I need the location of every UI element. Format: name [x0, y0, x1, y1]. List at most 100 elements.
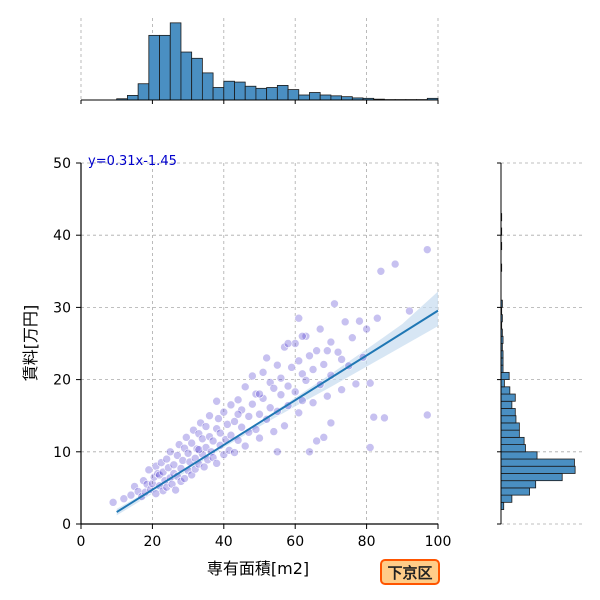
y-tick-label: 50: [53, 156, 71, 172]
top-histogram-bar: [159, 34, 171, 101]
scatter-point: [208, 436, 218, 446]
scatter-point: [201, 422, 211, 431]
top-histogram-bar: [341, 96, 353, 101]
scatter-point: [194, 429, 204, 439]
scatter-point: [158, 486, 168, 496]
scatter-point: [255, 433, 264, 443]
scatter-point: [280, 421, 289, 431]
scatter-point: [340, 317, 350, 327]
scatter-point: [212, 396, 221, 406]
scatter-point: [287, 363, 296, 372]
top-histogram-bar: [201, 72, 214, 101]
scatter-point: [333, 347, 343, 357]
scatter-point: [258, 368, 268, 377]
scatter-point: [390, 259, 400, 269]
top-histogram-bar: [191, 57, 203, 101]
y-tick-label: 20: [53, 373, 71, 389]
scatter-point: [187, 438, 196, 448]
scatter-point: [337, 355, 346, 364]
scatter-point: [226, 430, 236, 440]
scatter-point: [326, 337, 336, 347]
scatter-point: [269, 427, 279, 436]
scatter-point: [139, 476, 148, 485]
scatter-point: [315, 324, 325, 334]
scatter-point: [162, 454, 171, 464]
scatter-point: [212, 459, 221, 468]
top-histogram-bar: [137, 83, 150, 101]
scatter-point: [348, 333, 357, 343]
top-histogram-bar: [298, 94, 310, 101]
scatter-point: [180, 443, 189, 453]
top-histogram-bar: [330, 95, 343, 101]
scatter-point: [169, 460, 179, 470]
scatter-point: [155, 470, 164, 480]
scatter-point: [422, 245, 432, 254]
scatter-point: [298, 331, 307, 341]
scatter-point: [237, 422, 246, 432]
scatter-point: [165, 447, 175, 457]
x-tick-label: 60: [286, 534, 304, 550]
right-histogram-bar: [500, 473, 563, 482]
right-histogram-bar: [500, 386, 511, 395]
scatter-point: [212, 424, 221, 433]
scatter-point: [405, 306, 414, 316]
scatter-point: [319, 360, 329, 369]
scatter-point: [265, 403, 275, 413]
scatter-point: [369, 412, 379, 422]
right-histogram-bar: [500, 480, 537, 489]
scatter-point: [365, 443, 375, 452]
district-label: 下京区: [387, 563, 433, 582]
top-histogram-bar: [309, 92, 321, 101]
scatter-point: [248, 399, 257, 409]
right-histogram-bar: [500, 408, 516, 417]
scatter-point: [330, 299, 339, 309]
scatter-point: [237, 405, 246, 415]
scatter-point: [273, 360, 282, 370]
scatter-point: [214, 414, 223, 423]
top-histogram: [80, 22, 439, 104]
regression-equation: y=0.31x-1.45: [88, 154, 177, 169]
scatter-point: [323, 346, 332, 356]
scatter-point: [205, 411, 214, 421]
y-tick-label: 30: [53, 300, 71, 316]
top-histogram-bar: [276, 85, 289, 101]
right-histogram-bar: [500, 436, 525, 445]
x-tick-label: 0: [77, 534, 86, 550]
scatter-point: [312, 346, 321, 356]
scatter-point: [183, 448, 193, 458]
scatter-point: [233, 395, 243, 405]
scatter-point: [149, 472, 159, 482]
scatter-point: [290, 387, 300, 397]
scatter-point: [290, 339, 300, 348]
scatter-point: [376, 266, 386, 276]
y-axis-label: 賃料[万円]: [21, 305, 40, 382]
scatter-point: [240, 382, 250, 392]
right-histogram-bar: [500, 379, 505, 388]
right-histogram-bar: [500, 371, 510, 381]
right-histogram-bar: [500, 422, 520, 431]
scatter-point: [180, 474, 189, 483]
scatter-point: [230, 417, 239, 426]
x-tick-label: 100: [425, 534, 452, 550]
scatter-point: [305, 351, 314, 361]
scatter-point: [194, 445, 204, 454]
scatter-point: [422, 410, 432, 420]
y-tick-label: 40: [53, 228, 71, 244]
scatter-point: [226, 400, 236, 410]
right-histogram-bar: [500, 400, 513, 409]
right-histogram-bar: [500, 494, 513, 503]
scatter-point: [294, 408, 304, 418]
scatter-point: [273, 447, 282, 457]
scatter-point: [148, 479, 157, 488]
scatter-point: [151, 489, 161, 498]
regression-line-group: [116, 309, 439, 513]
scatter-point: [215, 428, 225, 438]
x-axis-label: 専有面積[m2]: [207, 559, 309, 578]
scatter-point: [294, 313, 304, 323]
top-histogram-bar: [255, 87, 268, 101]
scatter-point: [173, 451, 182, 460]
x-tick-label: 80: [358, 534, 376, 550]
scatter-point: [224, 446, 234, 455]
right-histogram: [497, 162, 576, 525]
grid: [80, 18, 582, 525]
